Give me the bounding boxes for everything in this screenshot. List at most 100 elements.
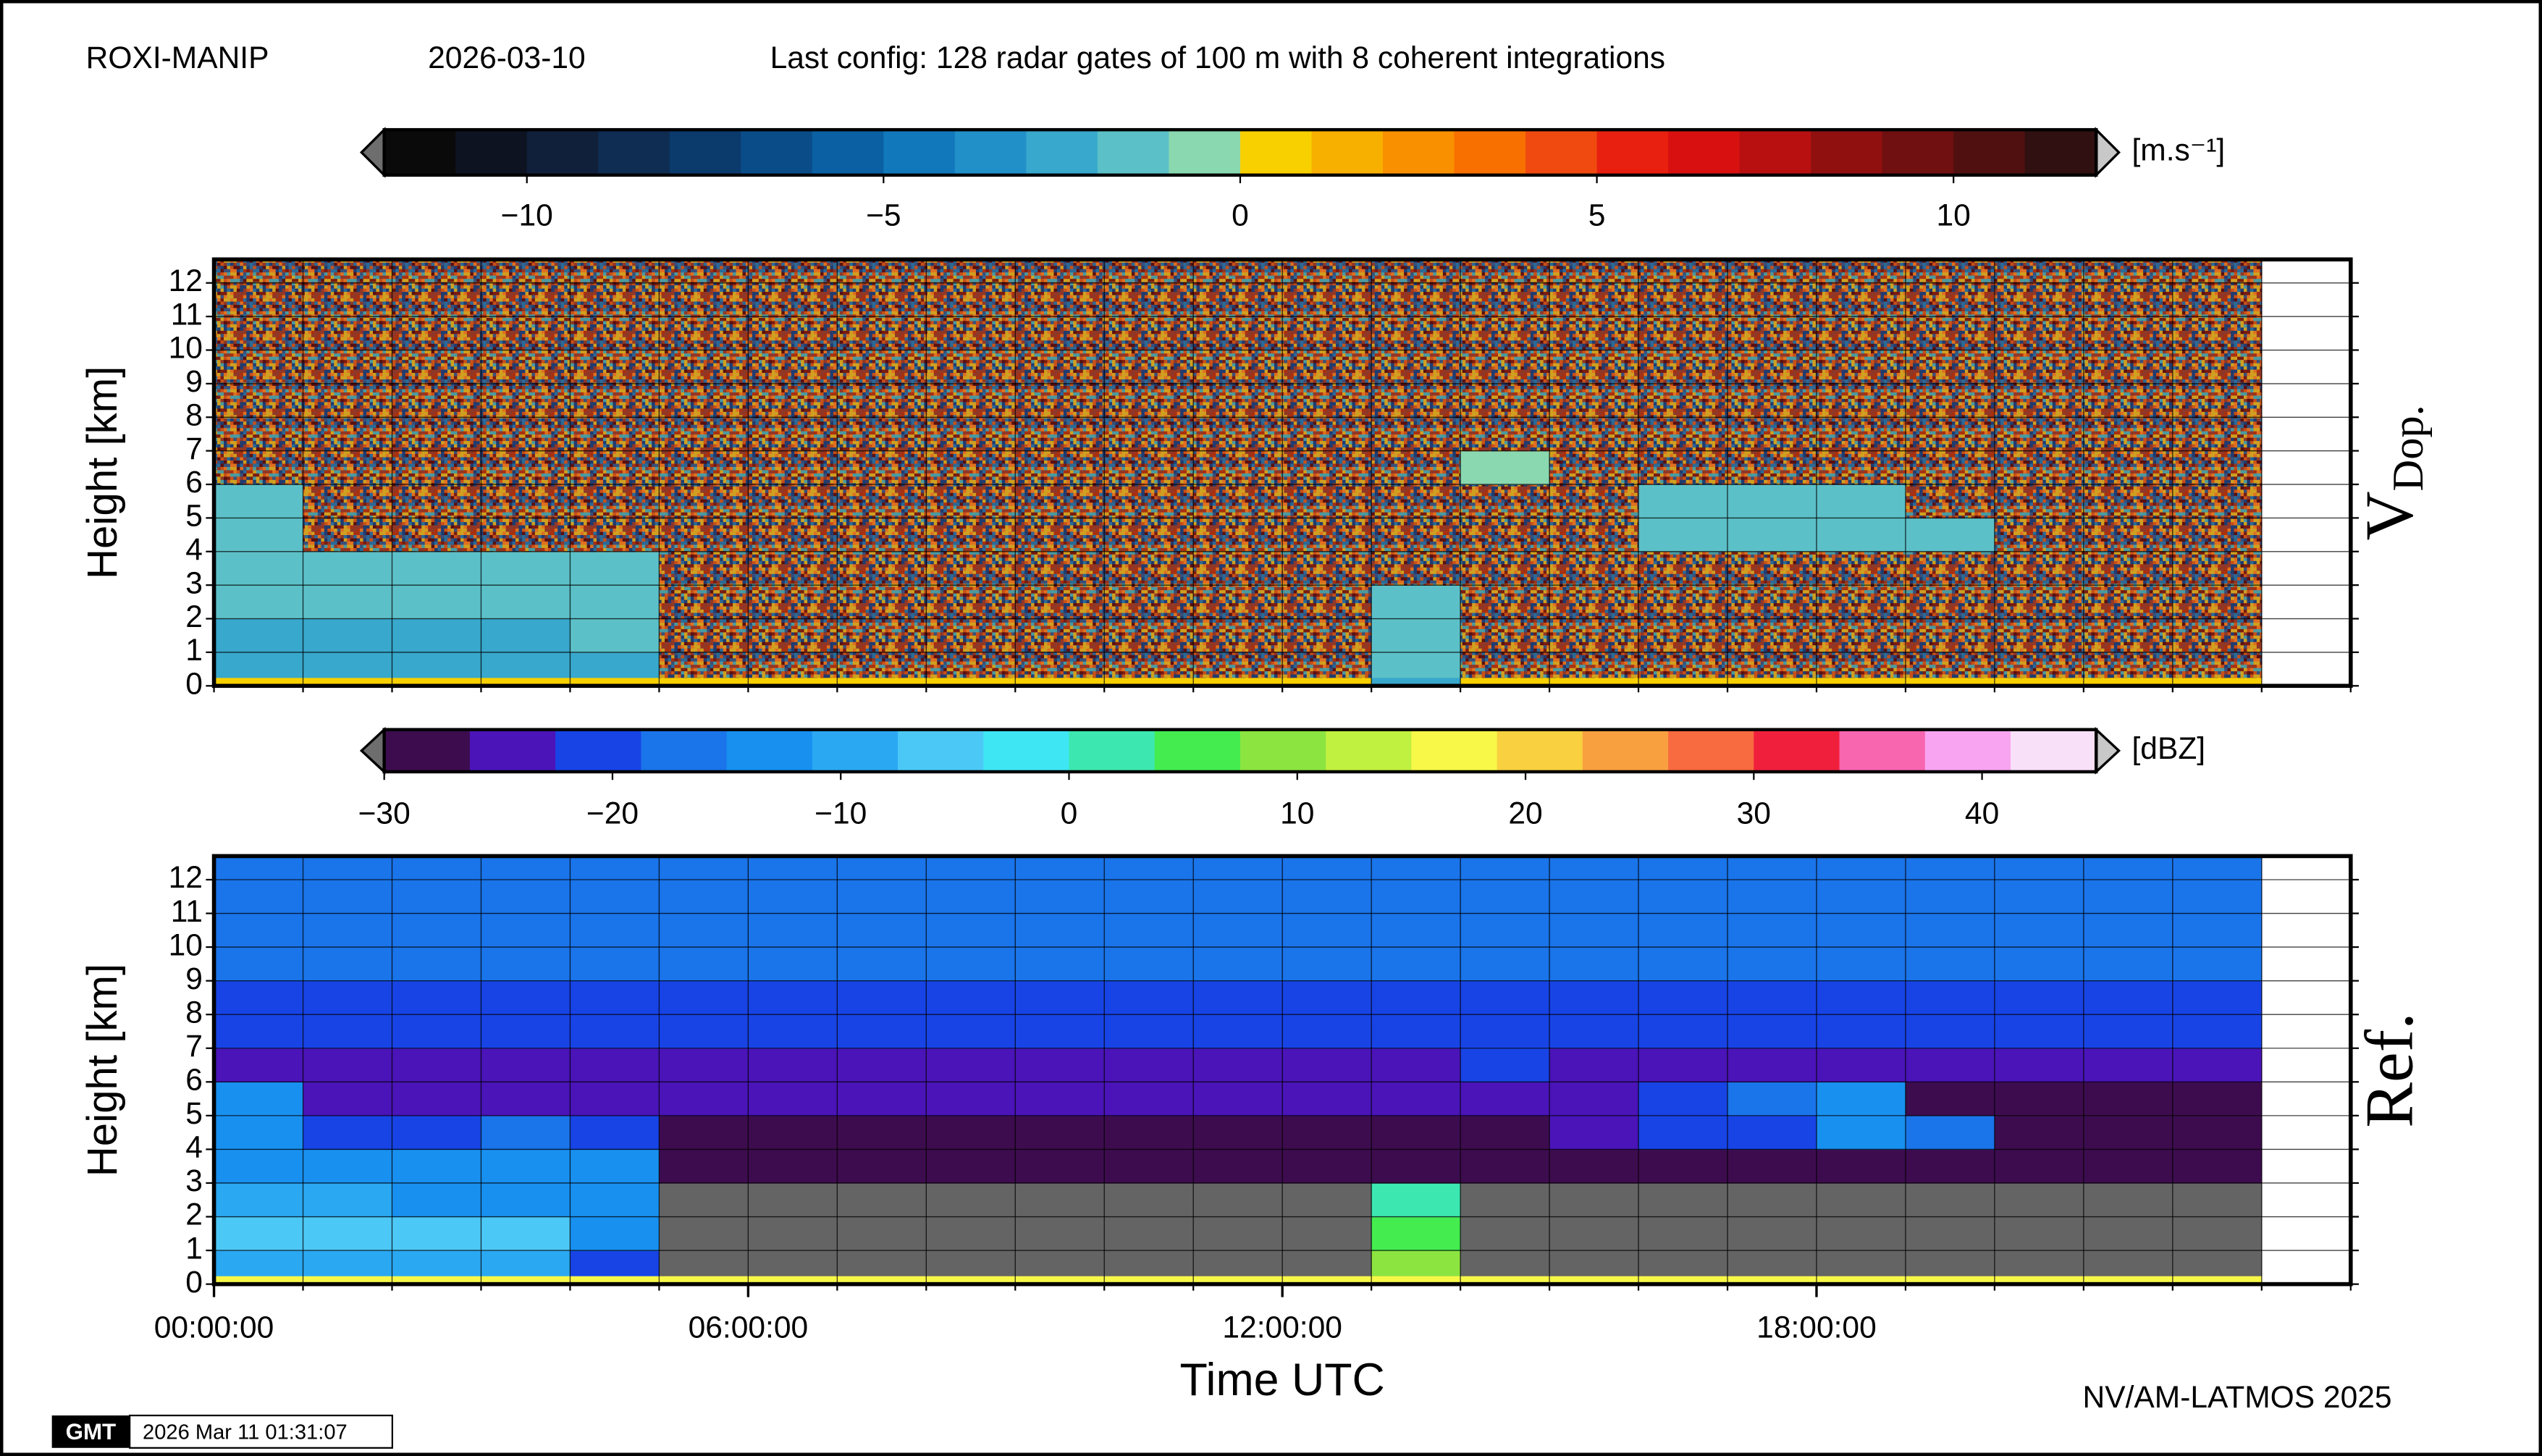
cell xyxy=(1371,1014,1461,1049)
cell xyxy=(303,1149,393,1184)
no-data-cell xyxy=(1816,316,1906,351)
colorbar-segment xyxy=(1069,729,1156,772)
no-data-cell xyxy=(1193,518,1283,552)
no-data-cell xyxy=(659,350,749,384)
no-data-cell xyxy=(1104,1182,1194,1218)
y-tick-label: 1 xyxy=(185,1231,203,1266)
no-data-cell xyxy=(1816,417,1906,452)
cell xyxy=(2172,1149,2263,1184)
colorbar-segment xyxy=(883,130,956,175)
no-data-cell xyxy=(1015,484,1105,519)
cell xyxy=(2172,980,2263,1015)
no-data-cell xyxy=(1282,450,1372,485)
no-data-cell xyxy=(1727,618,1817,653)
cell xyxy=(570,1014,660,1049)
cell xyxy=(481,1082,571,1116)
no-data-cell xyxy=(1460,518,1550,552)
no-data-cell xyxy=(392,350,482,384)
cell xyxy=(214,1250,304,1276)
no-data-cell xyxy=(1015,551,1105,586)
no-data-cell xyxy=(1015,585,1105,620)
no-data-cell xyxy=(481,417,571,452)
cell xyxy=(303,856,393,880)
cell xyxy=(1282,913,1372,948)
no-data-cell xyxy=(1994,417,2084,452)
no-data-cell xyxy=(2172,259,2263,284)
no-data-cell xyxy=(926,618,1016,653)
no-data-cell xyxy=(481,259,571,284)
no-data-cell xyxy=(1549,484,1639,519)
no-data-cell xyxy=(481,383,571,418)
no-data-cell xyxy=(1727,417,1817,452)
cell xyxy=(1549,913,1639,948)
no-data-cell xyxy=(1994,1182,2084,1218)
cell xyxy=(1816,1082,1906,1116)
no-data-cell xyxy=(1549,259,1639,284)
cell xyxy=(1549,880,1639,914)
no-data-cell xyxy=(1994,316,2084,351)
cell xyxy=(303,1182,393,1218)
no-data-cell xyxy=(1905,450,1995,485)
colorbar-tick-label: 5 xyxy=(1588,198,1606,232)
cell xyxy=(214,856,304,880)
no-data-cell xyxy=(837,1182,927,1218)
cell xyxy=(1104,1014,1194,1049)
colorbar-segment xyxy=(1026,130,1098,175)
y-tick-label: 4 xyxy=(185,532,203,567)
no-data-cell xyxy=(1282,551,1372,586)
cell xyxy=(481,947,571,982)
no-data-cell xyxy=(1549,282,1639,317)
plot-frame xyxy=(211,854,2353,1287)
no-data-cell xyxy=(659,652,749,678)
no-data-cell xyxy=(1905,1216,1995,1251)
no-data-cell xyxy=(2172,585,2263,620)
no-data-cell xyxy=(1282,383,1372,418)
no-data-cell xyxy=(659,551,749,586)
no-data-cell xyxy=(837,350,927,384)
y-tick-label: 6 xyxy=(185,1063,203,1098)
cell xyxy=(570,1048,660,1082)
cell xyxy=(392,1048,482,1082)
no-data-cell xyxy=(1460,350,1550,384)
no-data-cell xyxy=(1816,585,1906,620)
cell xyxy=(570,856,660,880)
colorbar-segment xyxy=(741,130,813,175)
no-data-cell xyxy=(1460,618,1550,653)
cell xyxy=(1638,518,1728,552)
cell xyxy=(214,1216,304,1251)
cell xyxy=(1727,980,1817,1015)
no-data-cell xyxy=(926,417,1016,452)
colorbar-tick-label: 0 xyxy=(1061,796,1078,831)
no-data-cell xyxy=(1994,1250,2084,1276)
no-data-cell xyxy=(214,350,304,384)
cell xyxy=(2083,1115,2173,1150)
no-data-cell xyxy=(1104,383,1194,418)
cell xyxy=(1905,947,1995,982)
no-data-cell xyxy=(1994,518,2084,552)
no-data-cell xyxy=(2172,518,2263,552)
cell xyxy=(1015,947,1105,982)
no-data-cell xyxy=(1015,417,1105,452)
no-data-cell xyxy=(926,383,1016,418)
cell xyxy=(1638,1014,1728,1049)
cell xyxy=(1638,980,1728,1015)
no-data-cell xyxy=(1727,585,1817,620)
cell xyxy=(659,1115,749,1150)
no-data-cell xyxy=(1816,652,1906,678)
colorbar-segment xyxy=(1582,729,1669,772)
no-data-cell xyxy=(1549,618,1639,653)
no-data-cell xyxy=(659,383,749,418)
cell xyxy=(303,551,393,586)
plot-frame xyxy=(211,257,2353,689)
no-data-cell xyxy=(1994,450,2084,485)
no-data-cell xyxy=(392,518,482,552)
no-data-cell xyxy=(1104,1250,1194,1276)
cell xyxy=(303,1115,393,1150)
no-data-cell xyxy=(570,518,660,552)
colorbar-tick-label: 0 xyxy=(1232,198,1249,232)
cell xyxy=(1816,980,1906,1015)
cell xyxy=(214,980,304,1015)
no-data-cell xyxy=(1816,1216,1906,1251)
no-data-cell xyxy=(1727,1216,1817,1251)
